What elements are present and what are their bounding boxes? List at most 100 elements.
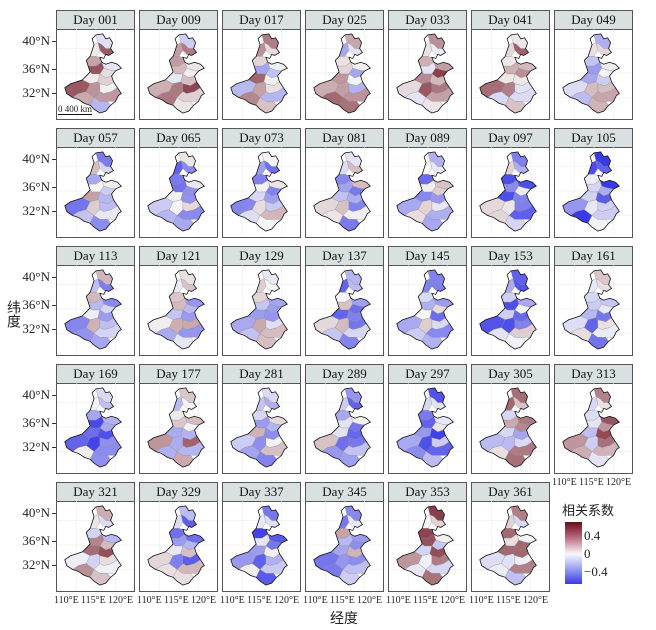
- y-tick-mark: [52, 187, 56, 188]
- map-panel: Day 329: [139, 482, 218, 592]
- map-panel: Day 353: [388, 482, 467, 592]
- region-outline: [64, 33, 122, 114]
- map-panel: Day 321: [56, 482, 135, 592]
- region-outline: [230, 151, 288, 232]
- x-tick-label: 115°E: [247, 595, 272, 606]
- region-outline: [64, 151, 122, 232]
- choropleth-map: [223, 147, 300, 237]
- choropleth-map: [306, 383, 383, 473]
- region-outline: [64, 387, 122, 468]
- choropleth-map: [389, 501, 466, 591]
- choropleth-map: [306, 29, 383, 119]
- map-panel: Day 305: [471, 364, 550, 474]
- region-outline: [147, 269, 205, 350]
- panel-strip-label: Day 121: [140, 247, 217, 266]
- region-outline: [396, 387, 454, 468]
- map-panel: Day 073: [222, 128, 301, 238]
- map-region: [421, 160, 433, 175]
- map-panel: Day 361: [471, 482, 550, 592]
- map-region: [504, 396, 516, 411]
- region-outline: [479, 387, 537, 468]
- map-panel: Day 009: [139, 10, 218, 120]
- choropleth-map: [140, 383, 217, 473]
- map-panel: Day 121: [139, 246, 218, 356]
- panel-strip-label: Day 041: [472, 11, 549, 30]
- choropleth-map: [555, 383, 632, 473]
- x-tick-label: 115°E: [81, 595, 106, 606]
- y-tick-mark: [52, 513, 56, 514]
- map-region: [255, 42, 267, 57]
- panel-strip-label: Day 049: [555, 11, 632, 30]
- x-tick-label: 115°E: [330, 595, 355, 606]
- map-panel: Day 025: [305, 10, 384, 120]
- region-outline: [230, 269, 288, 350]
- choropleth-map: [57, 147, 134, 237]
- y-tick-mark: [52, 159, 56, 160]
- region-outline: [147, 387, 205, 468]
- panel-strip-label: Day 097: [472, 129, 549, 148]
- panel-strip-label: Day 169: [57, 365, 134, 384]
- legend-title: 相关系数: [562, 503, 615, 518]
- choropleth-map: [472, 29, 549, 119]
- choropleth-map: [555, 265, 632, 355]
- choropleth-map: [57, 265, 134, 355]
- map-panel: Day 065: [139, 128, 218, 238]
- x-tick-label: 115°E: [579, 477, 604, 488]
- panel-strip-label: Day 313: [555, 365, 632, 384]
- y-tick-mark: [52, 211, 56, 212]
- map-panel: Day 297: [388, 364, 467, 474]
- panel-strip-label: Day 105: [555, 129, 632, 148]
- region-outline: [313, 387, 371, 468]
- panel-strip-label: Day 329: [140, 483, 217, 502]
- choropleth-map: [389, 29, 466, 119]
- x-tick-label: 110°E: [137, 595, 162, 606]
- y-tick-label: 32°N: [22, 439, 50, 454]
- x-tick-label: 110°E: [220, 595, 245, 606]
- region-outline: [230, 387, 288, 468]
- region-outline: [562, 269, 620, 350]
- map-panel: Day 129: [222, 246, 301, 356]
- region-outline: [396, 33, 454, 114]
- choropleth-map: [306, 147, 383, 237]
- region-outline: [396, 151, 454, 232]
- choropleth-map: [389, 147, 466, 237]
- x-tick-label: 115°E: [164, 595, 189, 606]
- y-tick-mark: [52, 447, 56, 448]
- map-region: [338, 278, 350, 293]
- scale-bar: 0 400 km: [58, 104, 93, 115]
- map-region: [172, 160, 184, 175]
- map-panel: Day 337: [222, 482, 301, 592]
- map-region: [421, 396, 433, 411]
- region-outline: [64, 505, 122, 586]
- x-tick-label: 110°E: [303, 595, 328, 606]
- y-tick-mark: [52, 541, 56, 542]
- region-outline: [313, 505, 371, 586]
- choropleth-map: [472, 265, 549, 355]
- map-region: [504, 42, 516, 57]
- x-tick-label: 115°E: [496, 595, 521, 606]
- legend-tick-neg: −0.4: [584, 564, 608, 579]
- panel-strip-label: Day 153: [472, 247, 549, 266]
- panel-strip-label: Day 065: [140, 129, 217, 148]
- panel-strip-label: Day 081: [306, 129, 383, 148]
- map-region: [504, 514, 516, 529]
- y-tick-label: 32°N: [22, 203, 50, 218]
- region-outline: [230, 33, 288, 114]
- panel-strip-label: Day 353: [389, 483, 466, 502]
- choropleth-map: [472, 383, 549, 473]
- panel-strip-label: Day 305: [472, 365, 549, 384]
- choropleth-map: [223, 383, 300, 473]
- region-outline: [396, 505, 454, 586]
- y-tick-mark: [52, 423, 56, 424]
- choropleth-map: [57, 29, 134, 119]
- x-tick-label: 120°E: [274, 595, 300, 606]
- y-tick-label: 40°N: [22, 151, 50, 166]
- map-panel: Day 033: [388, 10, 467, 120]
- y-axis-title: 纬度: [5, 300, 20, 328]
- choropleth-map: [555, 29, 632, 119]
- y-tick-mark: [52, 305, 56, 306]
- panel-strip-label: Day 089: [389, 129, 466, 148]
- panel-strip-label: Day 033: [389, 11, 466, 30]
- y-tick-label: 40°N: [22, 505, 50, 520]
- map-panel: Day 081: [305, 128, 384, 238]
